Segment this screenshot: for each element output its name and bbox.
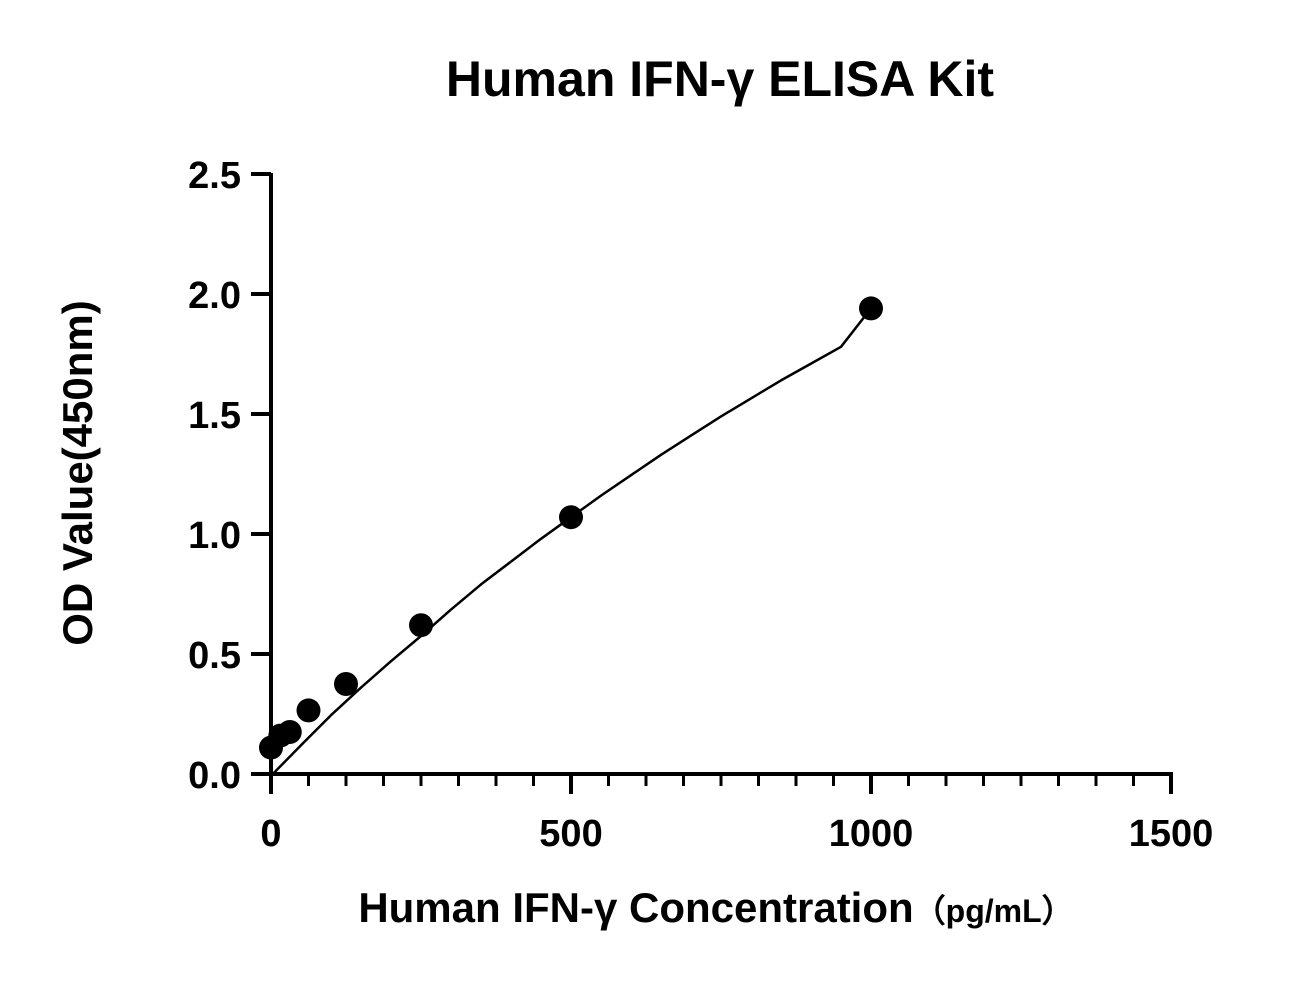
y-tick-label: 1.5	[188, 395, 241, 437]
data-points-layer	[259, 296, 883, 760]
data-point	[559, 505, 583, 530]
y-tick-label: 1.0	[188, 515, 241, 557]
y-tick-label: 2.0	[188, 275, 241, 317]
x-tick-label: 1500	[1129, 813, 1214, 855]
x-axis-label: Human IFN-γ Concentration（pg/mL）	[358, 884, 1073, 931]
y-tick-label: 2.5	[188, 155, 241, 197]
data-point	[859, 296, 883, 321]
data-point	[409, 613, 433, 638]
fit-curve	[273, 307, 872, 774]
data-point	[277, 720, 302, 744]
y-tick-label: 0.5	[188, 635, 241, 677]
y-tick-label: 0.0	[188, 755, 241, 797]
fit-curve-layer	[273, 307, 872, 774]
x-tick-label: 500	[539, 813, 602, 855]
y-axis-label: OD Value(450nm)	[54, 300, 101, 645]
data-point	[296, 698, 321, 723]
chart-title: Human IFN-γ ELISA Kit	[446, 51, 995, 107]
x-tick-label: 1000	[829, 813, 914, 855]
x-tick-label: 0	[260, 813, 281, 855]
data-point	[334, 672, 358, 696]
x-axis-label-unit: （pg/mL）	[914, 893, 1074, 929]
axes: 0.0 0.5 1.0 1.5 2.0 2.5 0 500 1000 1500	[188, 155, 1213, 855]
x-axis-label-main: Human IFN-γ Concentration	[358, 884, 913, 931]
